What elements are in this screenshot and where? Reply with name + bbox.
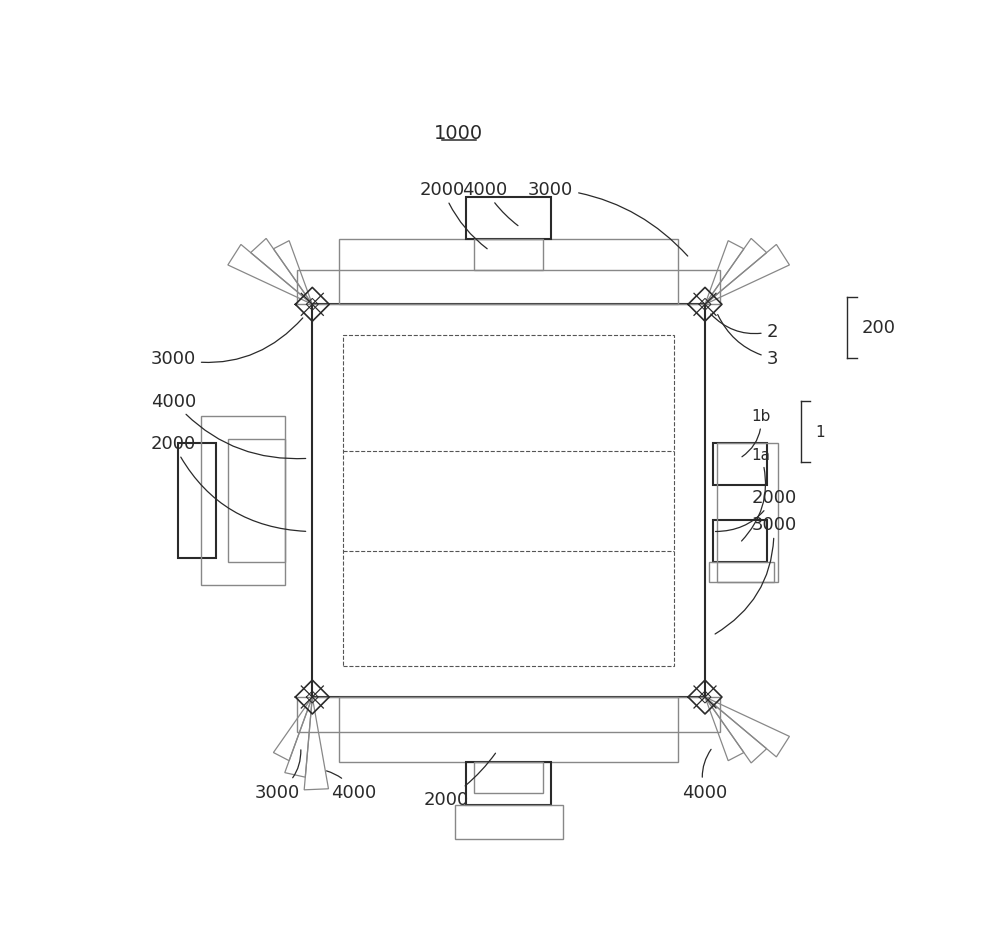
Text: 3000: 3000 — [151, 319, 303, 367]
Text: 2000: 2000 — [424, 753, 495, 808]
Bar — [343, 336, 674, 666]
Text: 2000: 2000 — [420, 181, 487, 249]
Text: 3000: 3000 — [528, 181, 688, 257]
Bar — [466, 763, 551, 805]
Text: 4000: 4000 — [462, 181, 518, 227]
Text: 1000: 1000 — [434, 124, 483, 143]
Bar — [228, 440, 285, 563]
Text: 3000: 3000 — [255, 750, 301, 801]
Text: 1: 1 — [815, 425, 825, 440]
Bar — [339, 240, 678, 305]
Text: 2000: 2000 — [715, 488, 796, 532]
Text: 4000: 4000 — [327, 771, 377, 801]
Bar — [297, 270, 720, 305]
Bar — [474, 240, 543, 270]
Text: 3000: 3000 — [715, 515, 796, 634]
Bar — [455, 805, 563, 840]
Bar — [713, 521, 767, 563]
Bar — [466, 197, 551, 240]
Text: 1a: 1a — [742, 447, 770, 542]
Bar — [474, 763, 543, 793]
Bar — [339, 697, 678, 763]
Bar — [201, 417, 285, 585]
Text: 4000: 4000 — [682, 749, 727, 801]
Text: 2: 2 — [711, 315, 778, 341]
Bar — [713, 444, 767, 486]
Text: 4000: 4000 — [151, 392, 306, 459]
Text: 1b: 1b — [742, 409, 771, 457]
Bar — [312, 305, 705, 697]
Bar — [717, 444, 778, 582]
Bar — [297, 697, 720, 732]
Bar — [709, 563, 774, 582]
Bar — [178, 444, 216, 559]
Text: 2000: 2000 — [151, 434, 306, 532]
Text: 200: 200 — [861, 319, 895, 337]
Text: 3: 3 — [718, 315, 778, 367]
